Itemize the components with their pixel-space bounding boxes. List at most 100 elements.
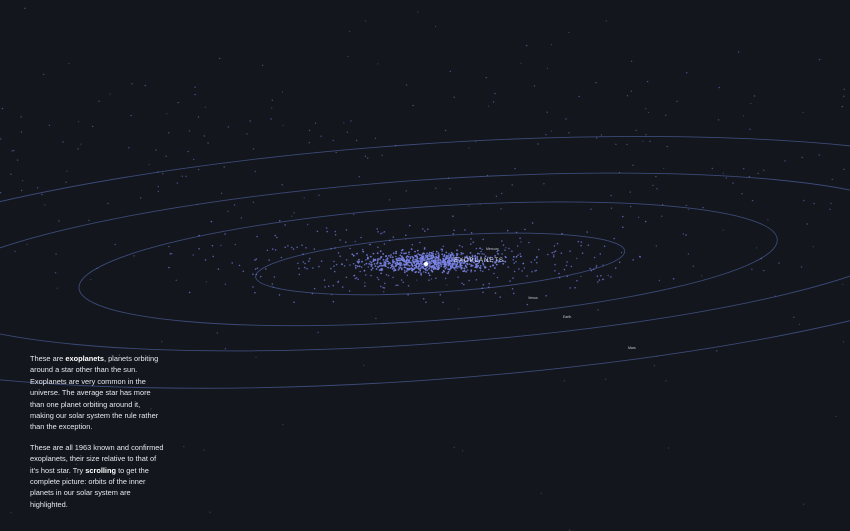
dot (376, 276, 379, 279)
dot (402, 252, 405, 255)
dot (590, 208, 592, 210)
dot (98, 100, 100, 103)
dot (312, 267, 314, 269)
dot (450, 267, 453, 270)
dot (13, 149, 15, 152)
dot (374, 137, 377, 139)
dot (561, 232, 563, 235)
dot (596, 137, 598, 139)
dot (423, 248, 426, 250)
dot (494, 267, 496, 269)
dot (261, 64, 264, 67)
dot (494, 255, 497, 257)
dot (399, 254, 402, 257)
dot (380, 272, 382, 275)
dot (482, 263, 485, 266)
dot (443, 266, 446, 268)
dot (380, 257, 382, 259)
dot (481, 287, 484, 290)
dot (380, 232, 382, 235)
dot (467, 257, 470, 260)
dot (576, 257, 578, 260)
dot (284, 224, 286, 226)
dot (831, 178, 833, 181)
dot (524, 228, 526, 231)
dot (692, 265, 694, 267)
dot (800, 266, 803, 268)
dot (383, 287, 386, 289)
dot (385, 255, 387, 258)
dot (468, 147, 470, 149)
dot (364, 285, 366, 287)
dot (416, 279, 418, 281)
dot (453, 96, 455, 98)
dot (658, 279, 660, 282)
dot (434, 253, 437, 256)
dot (192, 254, 194, 256)
dot (806, 223, 808, 225)
dot (454, 258, 457, 261)
dot (427, 272, 430, 275)
dot (374, 265, 377, 267)
dot (276, 236, 278, 239)
dot (576, 279, 578, 282)
dot (66, 170, 68, 172)
dot (445, 129, 447, 132)
dot (499, 260, 501, 263)
dot (504, 260, 507, 263)
dot (211, 244, 214, 247)
dot (395, 284, 397, 287)
dot (427, 255, 430, 257)
dot (337, 252, 340, 254)
dot (466, 259, 468, 262)
dot (531, 222, 534, 224)
dot (475, 264, 478, 267)
dot (496, 259, 499, 262)
dot (450, 251, 453, 254)
dot (553, 251, 555, 253)
dot (372, 252, 375, 255)
dot (339, 255, 341, 257)
dot (422, 267, 425, 270)
dot (398, 267, 401, 270)
dot (486, 174, 489, 177)
dot (515, 256, 518, 258)
dot (461, 259, 464, 261)
dot (497, 249, 500, 252)
dot (793, 316, 795, 318)
dot (303, 266, 306, 269)
dot (114, 243, 116, 246)
dot (630, 60, 633, 62)
dot (314, 122, 317, 124)
dot (753, 95, 756, 97)
text-run: , planets orbiting around a star other t… (30, 354, 159, 432)
dot (197, 116, 200, 118)
dot (602, 278, 605, 280)
dot (407, 293, 409, 296)
dot (406, 274, 409, 277)
dot (370, 274, 372, 277)
dot (655, 175, 657, 178)
dot (373, 263, 376, 265)
dot (400, 252, 403, 254)
dot (495, 261, 497, 264)
dot (416, 249, 419, 252)
dot (349, 30, 351, 32)
dot (471, 258, 474, 261)
dot (622, 215, 624, 218)
dot (443, 255, 446, 258)
dot (416, 256, 418, 259)
dot (598, 279, 601, 281)
dot (252, 148, 255, 150)
dot (457, 265, 459, 268)
dot (383, 243, 386, 245)
dot (843, 95, 845, 98)
dot (254, 291, 256, 294)
dot (392, 276, 394, 279)
dot (463, 269, 466, 272)
dot (412, 257, 415, 259)
dot (75, 463, 77, 465)
dot (422, 259, 424, 262)
dot (426, 269, 429, 272)
dot (302, 261, 305, 263)
